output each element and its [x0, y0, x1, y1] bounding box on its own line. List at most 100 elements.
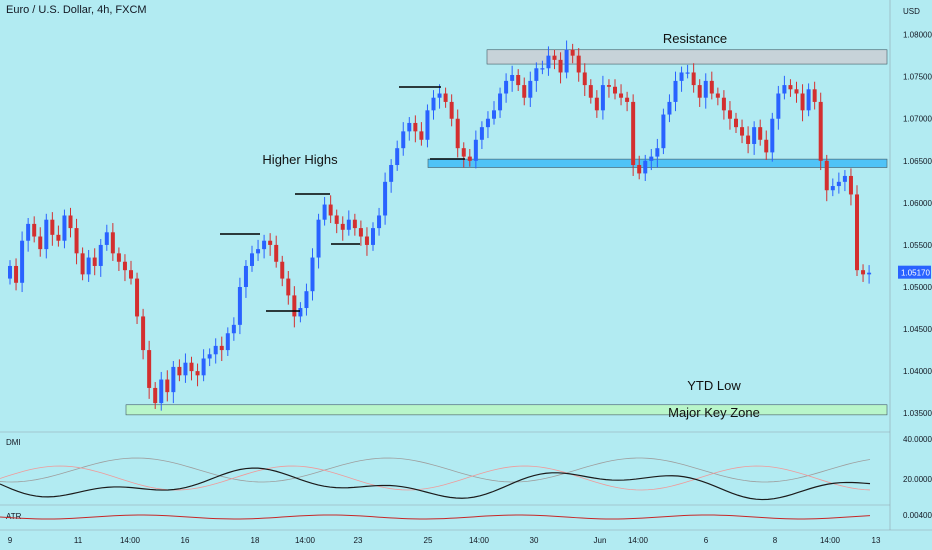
- atr-line: [0, 514, 871, 520]
- candle-body: [213, 345, 218, 355]
- candle-body: [268, 240, 273, 245]
- candle-body: [304, 291, 309, 309]
- adx-line: [0, 467, 871, 501]
- candle-body: [419, 131, 424, 140]
- price-tick-label: 1.04500: [903, 325, 932, 334]
- price-tick-label: 1.04000: [903, 367, 932, 376]
- candle-body: [104, 232, 109, 245]
- candle-body: [516, 74, 521, 86]
- candle-body: [86, 257, 91, 275]
- candle-body: [836, 181, 841, 187]
- candle-body: [473, 139, 478, 161]
- time-tick-label: 18: [251, 536, 260, 545]
- candle-body: [98, 244, 103, 266]
- candle-body: [383, 181, 388, 216]
- candle-body: [352, 219, 357, 229]
- candle-body: [292, 295, 297, 317]
- candle-body: [135, 278, 140, 317]
- candle-body: [310, 257, 315, 292]
- candle-body: [231, 324, 236, 334]
- candle-body: [274, 244, 279, 262]
- candle-body: [334, 215, 339, 224]
- candle-body: [655, 148, 660, 157]
- time-tick-label: 6: [704, 536, 709, 545]
- candle-body: [534, 68, 539, 81]
- candle-body: [788, 85, 793, 90]
- candle-body: [546, 55, 551, 69]
- candle-body: [243, 265, 248, 287]
- candle-body: [582, 72, 587, 86]
- candle-body: [44, 219, 49, 250]
- candle-body: [371, 228, 375, 245]
- candle-body: [219, 345, 224, 351]
- candle-body: [437, 93, 442, 98]
- candle-body: [861, 270, 866, 275]
- time-tick-label: 14:00: [469, 536, 490, 545]
- candle-body: [721, 97, 726, 111]
- candle-body: [485, 118, 490, 128]
- candle-body: [377, 215, 382, 229]
- candle-body: [461, 148, 466, 157]
- candle-body: [576, 55, 581, 73]
- candle-body: [26, 223, 31, 241]
- candle-body: [479, 127, 484, 140]
- candle-body: [667, 101, 672, 115]
- candles: [8, 40, 872, 411]
- candle-body: [685, 72, 690, 74]
- candle-body: [32, 223, 37, 237]
- time-tick-label: 9: [8, 536, 13, 545]
- candle-body: [824, 160, 829, 191]
- candle-body: [498, 93, 503, 111]
- time-tick-label: 25: [424, 536, 433, 545]
- candle-body: [715, 93, 720, 98]
- candle-body: [20, 240, 25, 283]
- candle-body: [250, 253, 254, 266]
- candle-body: [38, 236, 43, 250]
- dmi-tick-label: 20.0000: [903, 475, 932, 484]
- candle-body: [643, 160, 648, 174]
- candle-body: [455, 118, 460, 149]
- candle-body: [764, 139, 769, 153]
- higher-highs-label: Higher Highs: [262, 152, 338, 167]
- candle-body: [800, 93, 805, 111]
- candle-body: [752, 127, 757, 144]
- candle-body: [201, 358, 206, 376]
- candle-body: [401, 131, 406, 149]
- price-tick-label: 1.08000: [903, 31, 932, 40]
- candle-body: [540, 68, 545, 70]
- candle-body: [389, 165, 394, 182]
- candle-body: [129, 270, 133, 279]
- time-tick-label: 13: [872, 536, 881, 545]
- candle-body: [358, 228, 363, 237]
- candle-body: [298, 308, 303, 317]
- time-tick-label: 8: [773, 536, 778, 545]
- candle-body: [594, 97, 599, 111]
- candle-body: [522, 85, 527, 98]
- candle-body: [171, 366, 176, 393]
- candle-body: [758, 127, 763, 140]
- resistance-label: Resistance: [663, 31, 727, 46]
- current-price-badge: [898, 265, 931, 279]
- candle-body: [153, 387, 158, 404]
- candle-body: [50, 219, 55, 235]
- dmi-minus-line: [0, 465, 871, 491]
- candle-body: [709, 80, 714, 94]
- candle-body: [74, 228, 79, 254]
- candle-body: [122, 261, 127, 271]
- time-tick-label: 23: [354, 536, 363, 545]
- price-tick-label: 1.05500: [903, 241, 932, 250]
- candle-body: [770, 118, 775, 153]
- time-tick-label: 11: [74, 536, 83, 545]
- candle-body: [316, 219, 321, 258]
- candle-body: [606, 85, 611, 87]
- candle-body: [734, 118, 738, 128]
- time-tick-label: 14:00: [820, 536, 841, 545]
- candle-body: [147, 350, 152, 388]
- atr-tick-label: 0.00400: [903, 511, 932, 520]
- time-tick-label: 30: [530, 536, 539, 545]
- candle-body: [159, 379, 164, 404]
- price-tick-label: 1.07500: [903, 73, 932, 82]
- candle-body: [619, 93, 624, 98]
